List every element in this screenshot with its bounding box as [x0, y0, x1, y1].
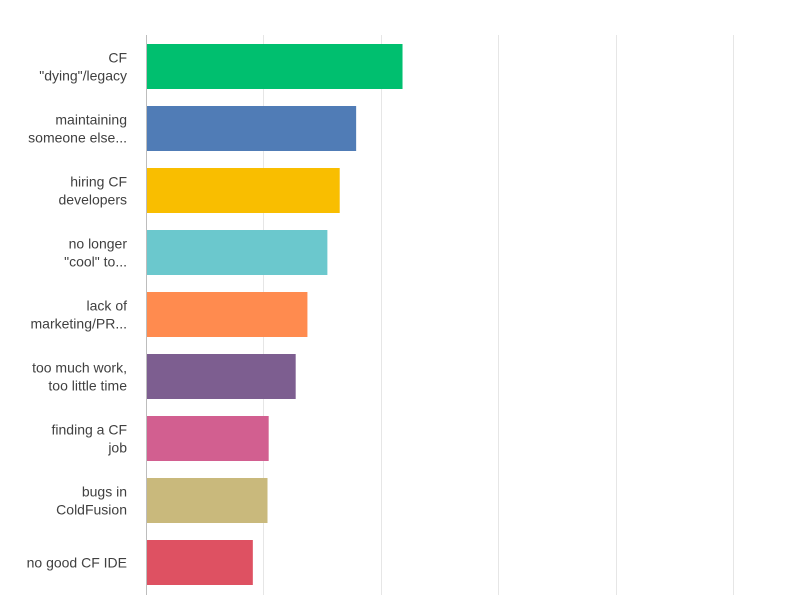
category-label-6: too much work, too little time [32, 360, 127, 394]
category-label-line: "cool" to... [64, 254, 127, 270]
category-label-line: hiring CF [70, 174, 127, 190]
bar-9 [147, 540, 253, 585]
category-label-9: no good CF IDE [27, 555, 127, 571]
category-label-line: maintaining [55, 112, 127, 128]
category-label-line: bugs in [82, 484, 127, 500]
bar-4 [147, 230, 328, 275]
category-label-5: lack of marketing/PR... [31, 298, 128, 332]
category-label-line: job [107, 440, 127, 456]
category-label-line: too much work, [32, 360, 127, 376]
category-label-line: no good CF IDE [27, 555, 127, 571]
bar-1 [147, 44, 403, 89]
category-label-7: finding a CF job [52, 422, 128, 456]
category-label-line: someone else... [28, 130, 127, 146]
bar-2 [147, 106, 357, 151]
category-label-2: maintaining someone else... [28, 112, 127, 146]
bar-5 [147, 292, 308, 337]
category-label-line: too little time [48, 378, 127, 394]
bars [147, 44, 403, 585]
category-labels: CF "dying"/legacy maintaining someone else.… [27, 50, 128, 571]
category-label-line: marketing/PR... [31, 316, 127, 332]
category-label-line: ColdFusion [56, 502, 127, 518]
bar-8 [147, 478, 268, 523]
category-label-8: bugs in ColdFusion [56, 484, 127, 518]
category-label-line: "dying"/legacy [39, 68, 127, 84]
category-label-3: hiring CF developers [59, 174, 128, 208]
bar-3 [147, 168, 340, 213]
category-label-line: lack of [87, 298, 128, 314]
category-label-line: developers [59, 192, 128, 208]
category-label-line: no longer [69, 236, 128, 252]
category-label-line: CF [108, 50, 127, 66]
bar-7 [147, 416, 269, 461]
category-label-line: finding a CF [52, 422, 127, 438]
bar-6 [147, 354, 296, 399]
category-label-1: CF "dying"/legacy [39, 50, 127, 84]
category-label-4: no longer "cool" to... [64, 236, 127, 270]
